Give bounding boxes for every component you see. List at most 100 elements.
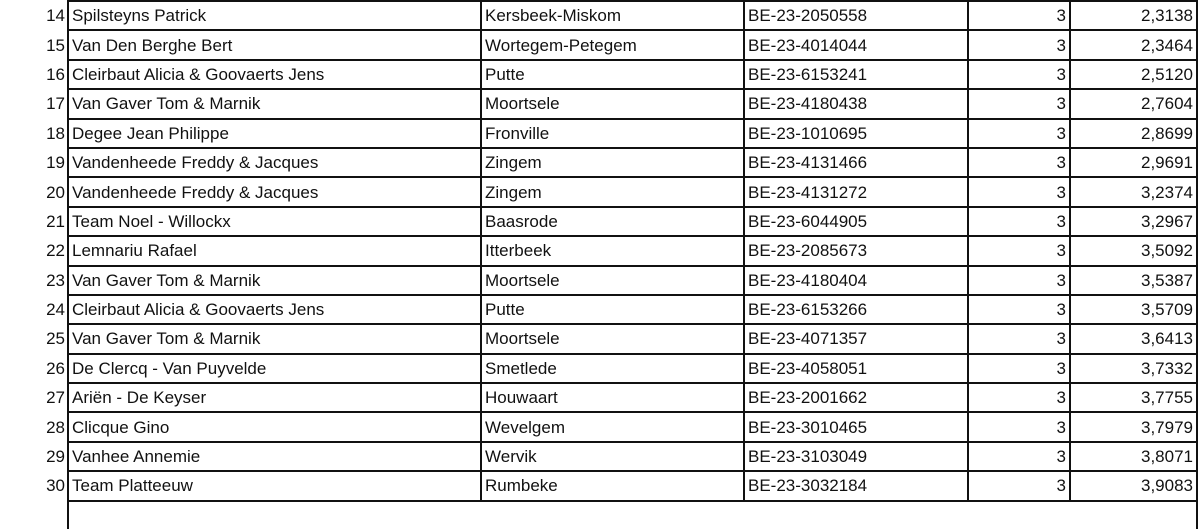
table-row: 18 Degee Jean Philippe Fronville BE-23-1010… xyxy=(0,117,1198,149)
cell-ring: BE-23-2001662 xyxy=(743,382,969,414)
cell-ring: BE-23-4131272 xyxy=(743,176,969,208)
cell-city: Itterbeek xyxy=(480,235,745,267)
cell-rank: 17 xyxy=(0,89,69,119)
cell-value: 3,2374 xyxy=(1069,176,1198,208)
cell-count: 3 xyxy=(967,323,1071,355)
cell-name: Vandenheede Freddy & Jacques xyxy=(67,176,482,208)
cell-name: Vanhee Annemie xyxy=(67,440,482,473)
cell-name: Lemnariu Rafael xyxy=(67,235,482,267)
cell-city: Wervik xyxy=(480,440,745,473)
cell-name: Vandenheede Freddy & Jacques xyxy=(67,146,482,179)
cell-city: Rumbeke xyxy=(480,470,745,502)
cell-city: Moortsele xyxy=(480,88,745,120)
cell-value: 3,7979 xyxy=(1069,411,1198,443)
cell-rank: 21 xyxy=(0,206,69,237)
cell-name: Van Gaver Tom & Marnik xyxy=(67,264,482,296)
cell-name: Degee Jean Philippe xyxy=(67,117,482,149)
cell-rank: 29 xyxy=(0,441,69,472)
cell-name: Ariën - De Keyser xyxy=(67,382,482,414)
cell-rank: 19 xyxy=(0,147,69,178)
cell-count: 3 xyxy=(967,352,1071,385)
cell-city: Putte xyxy=(480,58,745,91)
table-row: 25 Van Gaver Tom & Marnik Moortsele BE-23-4… xyxy=(0,323,1198,355)
cell-name: Cleirbaut Alicia & Goovaerts Jens xyxy=(67,58,482,91)
cell-count: 3 xyxy=(967,205,1071,238)
cell-city: Wevelgem xyxy=(480,411,745,443)
cell-city: Kersbeek-Miskom xyxy=(480,0,745,32)
cell-name: De Clercq - Van Puyvelde xyxy=(67,352,482,385)
cell-ring: BE-23-6044905 xyxy=(743,205,969,238)
cell-ring: BE-23-4180438 xyxy=(743,88,969,120)
cell-value: 2,7604 xyxy=(1069,88,1198,120)
table-row: 19 Vandenheede Freddy & Jacques Zingem BE-2… xyxy=(0,146,1198,179)
cell-ring: BE-23-6153266 xyxy=(743,293,969,326)
cell-rank: 24 xyxy=(0,294,69,325)
cell-name: Cleirbaut Alicia & Goovaerts Jens xyxy=(67,293,482,326)
table-row: 21 Team Noel - Willockx Baasrode BE-23-6044… xyxy=(0,205,1198,238)
cell-count: 3 xyxy=(967,470,1071,502)
cell-ring: BE-23-1010695 xyxy=(743,117,969,149)
cell-value: 3,7755 xyxy=(1069,382,1198,414)
cell-name: Van Gaver Tom & Marnik xyxy=(67,88,482,120)
table-row: 29 Vanhee Annemie Wervik BE-23-3103049 3 3,80… xyxy=(0,440,1198,473)
cell-count: 3 xyxy=(967,382,1071,414)
table-row: 15 Van Den Berghe Bert Wortegem-Petegem BE-… xyxy=(0,29,1198,61)
cell-city: Moortsele xyxy=(480,264,745,296)
cell-city: Zingem xyxy=(480,176,745,208)
cell-city: Wortegem-Petegem xyxy=(480,29,745,61)
table-row: 14 Spilsteyns Patrick Kersbeek-Miskom BE-23… xyxy=(0,0,1198,32)
cell-value: 2,3464 xyxy=(1069,29,1198,61)
table-row: 30 Team Platteeuw Rumbeke BE-23-3032184 3 3,9… xyxy=(0,470,1198,502)
cell-ring: BE-23-4071357 xyxy=(743,323,969,355)
cell-city: Zingem xyxy=(480,146,745,179)
cell-city: Putte xyxy=(480,293,745,326)
cell-ring: BE-23-3032184 xyxy=(743,470,969,502)
cell-rank: 28 xyxy=(0,412,69,442)
cell-count: 3 xyxy=(967,117,1071,149)
cell-rank: 15 xyxy=(0,30,69,60)
cell-value: 3,7332 xyxy=(1069,352,1198,385)
cell-value: 3,2967 xyxy=(1069,205,1198,238)
cell-count: 3 xyxy=(967,88,1071,120)
table-row: 20 Vandenheede Freddy & Jacques Zingem BE-2… xyxy=(0,176,1198,208)
table-row: 27 Ariën - De Keyser Houwaart BE-23-2001662… xyxy=(0,382,1198,414)
cell-city: Moortsele xyxy=(480,323,745,355)
cell-value: 3,8071 xyxy=(1069,440,1198,473)
table-row: 22 Lemnariu Rafael Itterbeek BE-23-2085673 3… xyxy=(0,235,1198,267)
cell-rank: 16 xyxy=(0,59,69,90)
cell-city: Baasrode xyxy=(480,205,745,238)
cell-count: 3 xyxy=(967,440,1071,473)
table-row: 17 Van Gaver Tom & Marnik Moortsele BE-23-4… xyxy=(0,88,1198,120)
cell-city: Fronville xyxy=(480,117,745,149)
cell-name: Team Noel - Willockx xyxy=(67,205,482,238)
cell-rank: 18 xyxy=(0,118,69,148)
cell-name: Spilsteyns Patrick xyxy=(67,0,482,32)
cell-ring: BE-23-4014044 xyxy=(743,29,969,61)
cell-value: 2,3138 xyxy=(1069,0,1198,32)
cell-value: 3,5092 xyxy=(1069,235,1198,267)
cell-name: Van Den Berghe Bert xyxy=(67,29,482,61)
cell-ring: BE-23-6153241 xyxy=(743,58,969,91)
cell-count: 3 xyxy=(967,0,1071,32)
table-row: 24 Cleirbaut Alicia & Goovaerts Jens Putte… xyxy=(0,293,1198,326)
cell-value: 2,8699 xyxy=(1069,117,1198,149)
cell-city: Houwaart xyxy=(480,382,745,414)
table-row: 16 Cleirbaut Alicia & Goovaerts Jens Putte… xyxy=(0,58,1198,91)
cell-ring: BE-23-3010465 xyxy=(743,411,969,443)
cell-ring: BE-23-2085673 xyxy=(743,235,969,267)
cell-ring: BE-23-3103049 xyxy=(743,440,969,473)
cell-count: 3 xyxy=(967,264,1071,296)
cell-value: 3,6413 xyxy=(1069,323,1198,355)
cell-value: 3,5709 xyxy=(1069,293,1198,326)
cell-ring: BE-23-4180404 xyxy=(743,264,969,296)
cell-city: Smetlede xyxy=(480,352,745,385)
cell-rank: 23 xyxy=(0,265,69,295)
table-row: 23 Van Gaver Tom & Marnik Moortsele BE-23-4… xyxy=(0,264,1198,296)
cell-count: 3 xyxy=(967,411,1071,443)
cell-rank: 20 xyxy=(0,177,69,207)
cell-value: 2,9691 xyxy=(1069,146,1198,179)
table-row: 28 Clicque Gino Wevelgem BE-23-3010465 3 3,79… xyxy=(0,411,1198,443)
cell-count: 3 xyxy=(967,176,1071,208)
cell-value: 3,9083 xyxy=(1069,470,1198,502)
